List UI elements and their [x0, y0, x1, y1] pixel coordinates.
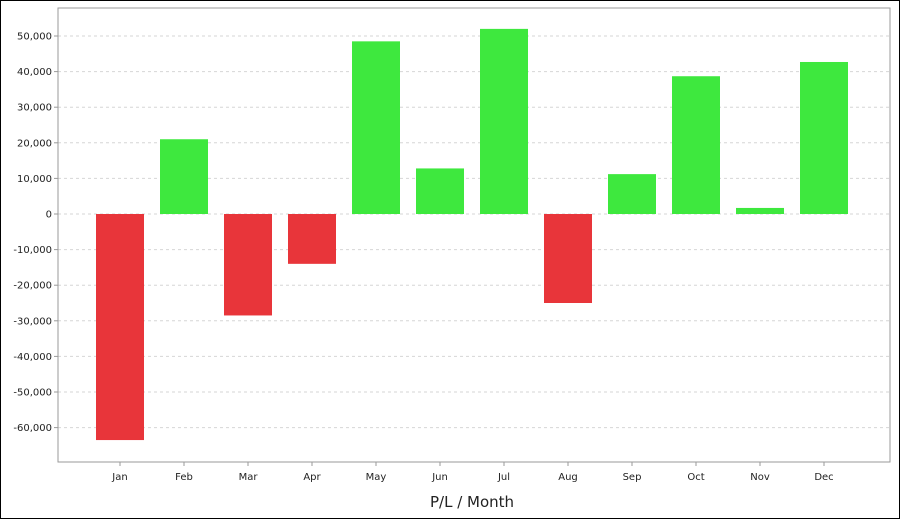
bar-nov: [736, 207, 784, 214]
x-tick-label: Jul: [497, 472, 510, 483]
grid-lines: [58, 35, 890, 429]
y-tick-label: 50,000: [17, 32, 52, 43]
x-tick-label: Jan: [111, 472, 127, 483]
x-tick-label: Nov: [750, 472, 770, 483]
x-tick-label: Oct: [687, 472, 704, 483]
x-tick-label: Apr: [303, 472, 321, 483]
bar-may: [352, 41, 400, 215]
x-tick-label: Jun: [431, 472, 448, 483]
bar-mar: [224, 214, 272, 316]
y-tick-label: -50,000: [13, 388, 52, 399]
bar-sep: [608, 174, 656, 214]
x-tick-label: Sep: [623, 472, 642, 483]
bar-jul: [480, 28, 528, 214]
y-tick-label: -20,000: [13, 281, 52, 292]
y-tick-label: 20,000: [17, 138, 52, 149]
bar-oct: [672, 76, 720, 214]
y-tick-label: 10,000: [17, 174, 52, 185]
x-axis-title: P/L / Month: [430, 493, 514, 511]
bar-aug: [544, 214, 592, 303]
y-tick-label: -60,000: [13, 423, 52, 434]
bar-apr: [288, 214, 336, 264]
bar-jun: [416, 168, 464, 214]
y-tick-label: -30,000: [13, 316, 52, 327]
plot-area-border: [57, 7, 891, 463]
y-tick-label: 40,000: [17, 67, 52, 78]
x-tick-label: Mar: [239, 472, 259, 483]
y-tick-label: -40,000: [13, 352, 52, 363]
x-tick-label: Dec: [814, 472, 833, 483]
x-tick-label: Aug: [558, 472, 578, 483]
x-axis-ticks: Jan Feb Mar Apr May Jun Jul Aug Sep Oct Nov Dec: [111, 462, 834, 483]
bar-jan: [96, 214, 144, 441]
bar-feb: [160, 139, 208, 214]
y-tick-label: 30,000: [17, 103, 52, 114]
bars: [96, 28, 848, 441]
x-tick-label: May: [366, 472, 387, 483]
bar-dec: [800, 61, 848, 214]
y-tick-label: -10,000: [13, 245, 52, 256]
y-axis-ticks: 50,000 40,000 30,000 20,000 10,000 0 -10,000 -2…: [13, 32, 58, 434]
y-tick-label: 0: [46, 210, 52, 221]
x-tick-label: Feb: [175, 472, 193, 483]
